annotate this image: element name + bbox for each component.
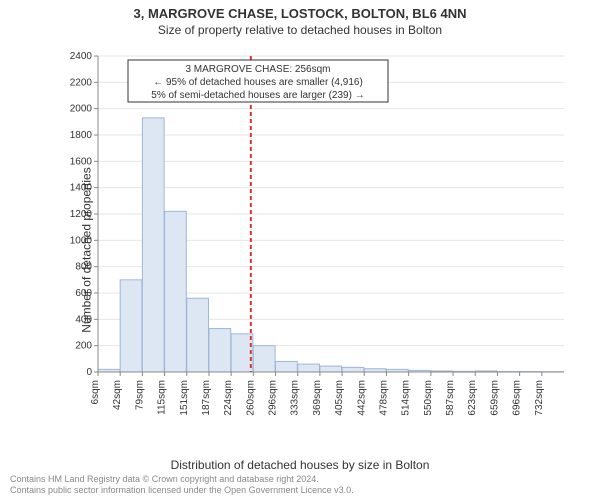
annotation-line-1: 3 MARGROVE CHASE: 256sqm <box>185 64 330 75</box>
histogram-bar <box>342 367 364 372</box>
svg-text:42sqm: 42sqm <box>112 380 123 410</box>
svg-text:333sqm: 333sqm <box>290 380 301 416</box>
histogram-bar <box>320 366 342 372</box>
svg-text:2400: 2400 <box>70 51 93 62</box>
histogram-bar <box>187 298 209 372</box>
svg-text:623sqm: 623sqm <box>467 380 478 416</box>
svg-text:659sqm: 659sqm <box>489 380 500 416</box>
page-subtitle: Size of property relative to detached ho… <box>0 23 600 37</box>
svg-text:514sqm: 514sqm <box>401 380 412 416</box>
svg-text:1400: 1400 <box>70 183 93 194</box>
histogram-bar <box>209 329 231 372</box>
svg-text:550sqm: 550sqm <box>423 380 434 416</box>
histogram-bar <box>165 211 187 372</box>
svg-text:6sqm: 6sqm <box>90 380 101 404</box>
svg-text:478sqm: 478sqm <box>378 380 389 416</box>
svg-text:2200: 2200 <box>70 77 93 88</box>
svg-text:115sqm: 115sqm <box>157 380 168 415</box>
svg-text:405sqm: 405sqm <box>334 380 345 416</box>
footer-line-2: Contains public sector information licen… <box>10 485 354 496</box>
svg-text:369sqm: 369sqm <box>312 380 323 416</box>
svg-text:296sqm: 296sqm <box>268 380 279 416</box>
svg-text:0: 0 <box>86 367 92 378</box>
histogram-chart: 0 200 400 600 800 1000 1200 1400 1600 1800 2000 220… <box>60 50 570 420</box>
svg-text:1600: 1600 <box>70 156 93 167</box>
histogram-bar <box>276 361 298 372</box>
svg-text:696sqm: 696sqm <box>512 380 523 416</box>
svg-text:224sqm: 224sqm <box>223 380 234 416</box>
histogram-bar <box>231 334 253 372</box>
svg-text:2000: 2000 <box>70 104 93 115</box>
annotation-line-2: ← 95% of detached houses are smaller (4,… <box>153 77 363 88</box>
svg-text:1200: 1200 <box>70 209 93 220</box>
chart-svg: 0 200 400 600 800 1000 1200 1400 1600 1800 2000 220… <box>60 50 570 420</box>
svg-text:151sqm: 151sqm <box>179 380 190 416</box>
svg-text:79sqm: 79sqm <box>134 380 145 410</box>
footer-attribution: Contains HM Land Registry data © Crown c… <box>10 474 354 496</box>
histogram-bar <box>120 280 142 372</box>
svg-text:200: 200 <box>75 341 92 352</box>
svg-text:1000: 1000 <box>70 235 93 246</box>
svg-text:600: 600 <box>75 288 92 299</box>
svg-text:260sqm: 260sqm <box>245 380 256 416</box>
footer-line-1: Contains HM Land Registry data © Crown c… <box>10 474 354 485</box>
histogram-bar <box>298 364 320 372</box>
svg-text:187sqm: 187sqm <box>201 380 212 416</box>
page-title: 3, MARGROVE CHASE, LOSTOCK, BOLTON, BL6 … <box>0 6 600 21</box>
histogram-bar <box>253 346 275 372</box>
histogram-bar <box>142 118 164 372</box>
title-block: 3, MARGROVE CHASE, LOSTOCK, BOLTON, BL6 … <box>0 0 600 37</box>
svg-text:442sqm: 442sqm <box>356 380 367 416</box>
svg-text:587sqm: 587sqm <box>445 380 456 416</box>
svg-text:1800: 1800 <box>70 130 93 141</box>
svg-text:400: 400 <box>75 314 92 325</box>
svg-text:800: 800 <box>75 262 92 273</box>
svg-text:732sqm: 732sqm <box>534 380 545 416</box>
x-axis-label: Distribution of detached houses by size … <box>0 458 600 472</box>
annotation-line-3: 5% of semi-detached houses are larger (2… <box>151 90 364 101</box>
